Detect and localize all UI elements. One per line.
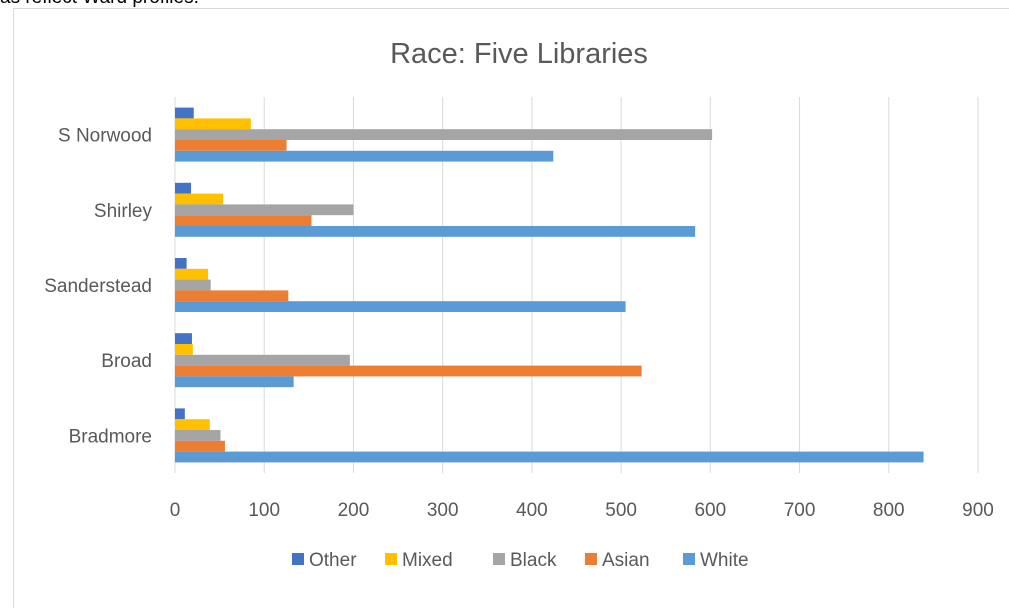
bar-mixed-sanderstead: [175, 268, 209, 280]
legend-swatch-asian: [585, 553, 597, 565]
x-tick-label: 900: [962, 500, 994, 521]
bar-mixed-s-norwood: [175, 118, 251, 130]
bar-other-s-norwood: [175, 107, 194, 119]
bar-white-shirley: [175, 226, 696, 237]
bar-black-bradmore: [175, 430, 221, 441]
category-label: Sanderstead: [44, 276, 152, 297]
bar-mixed-broad: [175, 344, 193, 355]
bar-other-sanderstead: [175, 258, 187, 269]
bar-black-s-norwood: [175, 129, 713, 140]
x-tick-label: 800: [873, 500, 905, 521]
document-text-fragment: as reflect Ward profiles.: [0, 0, 199, 8]
chart-frame: [13, 8, 1009, 608]
bar-black-broad: [175, 354, 350, 366]
legend-label-black: Black: [510, 550, 557, 571]
category-label: Shirley: [94, 201, 153, 222]
bar-other-shirley: [175, 182, 192, 194]
bar-asian-broad: [175, 365, 642, 377]
bar-white-bradmore: [175, 451, 924, 463]
bar-mixed-bradmore: [175, 419, 210, 430]
x-tick-label: 300: [427, 500, 459, 521]
bar-white-sanderstead: [175, 301, 626, 312]
x-tick-label: 0: [170, 500, 181, 521]
x-tick-label: 700: [784, 500, 816, 521]
bar-asian-shirley: [175, 215, 312, 226]
bar-white-s-norwood: [175, 150, 554, 162]
category-label: Bradmore: [69, 426, 152, 447]
bar-chart: Race: Five Libraries Bradmore Broad Sander…: [44, 38, 994, 571]
legend-swatch-white: [683, 553, 695, 565]
legend: Other Mixed Black Asian White: [292, 550, 749, 571]
bar-asian-sanderstead: [175, 290, 289, 302]
bars: [175, 107, 924, 463]
bar-asian-bradmore: [175, 440, 225, 452]
legend-swatch-black: [493, 553, 505, 565]
bar-asian-s-norwood: [175, 140, 287, 151]
bar-white-broad: [175, 376, 294, 388]
legend-label-mixed: Mixed: [402, 550, 453, 571]
bar-other-bradmore: [175, 408, 185, 420]
bar-mixed-shirley: [175, 193, 224, 205]
legend-label-asian: Asian: [602, 550, 650, 571]
x-tick-label: 100: [248, 500, 280, 521]
category-label: Broad: [101, 351, 152, 372]
bar-black-shirley: [175, 204, 354, 216]
category-axis: Bradmore Broad Sanderstead Shirley S Norwood: [44, 126, 152, 448]
legend-swatch-other: [292, 553, 304, 565]
value-axis: 0 100 200 300 400 500 600 700 800 900: [170, 500, 994, 521]
bar-other-broad: [175, 333, 192, 344]
x-tick-label: 500: [605, 500, 637, 521]
x-tick-label: 600: [694, 500, 726, 521]
legend-label-other: Other: [309, 550, 357, 571]
bar-black-sanderstead: [175, 279, 211, 291]
legend-label-white: White: [700, 550, 749, 571]
x-tick-label: 200: [338, 500, 370, 521]
x-tick-label: 400: [516, 500, 548, 521]
legend-swatch-mixed: [385, 553, 397, 565]
chart-title: Race: Five Libraries: [390, 38, 648, 70]
category-label: S Norwood: [58, 126, 152, 147]
